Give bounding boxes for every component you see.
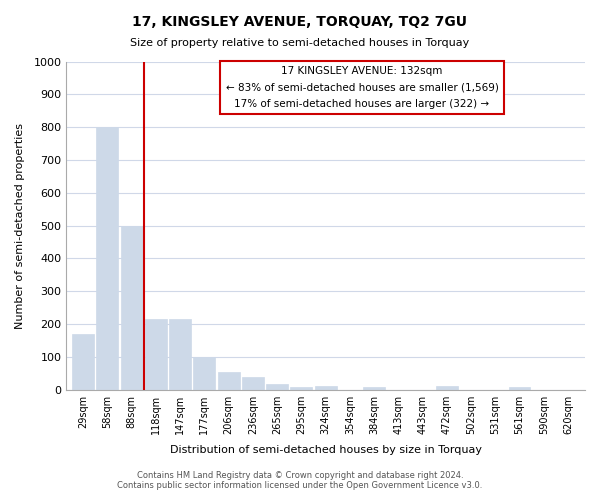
- Bar: [242, 376, 264, 390]
- Text: Size of property relative to semi-detached houses in Torquay: Size of property relative to semi-detach…: [130, 38, 470, 48]
- Text: 17, KINGSLEY AVENUE, TORQUAY, TQ2 7GU: 17, KINGSLEY AVENUE, TORQUAY, TQ2 7GU: [133, 15, 467, 29]
- Bar: [121, 226, 143, 390]
- Bar: [218, 372, 239, 390]
- Bar: [97, 127, 118, 390]
- Bar: [169, 319, 191, 390]
- Text: 17 KINGSLEY AVENUE: 132sqm
← 83% of semi-detached houses are smaller (1,569)
17%: 17 KINGSLEY AVENUE: 132sqm ← 83% of semi…: [226, 66, 499, 109]
- Bar: [290, 387, 312, 390]
- Text: Contains HM Land Registry data © Crown copyright and database right 2024.
Contai: Contains HM Land Registry data © Crown c…: [118, 470, 482, 490]
- Bar: [314, 386, 337, 390]
- Bar: [145, 319, 167, 390]
- Bar: [72, 334, 94, 390]
- X-axis label: Distribution of semi-detached houses by size in Torquay: Distribution of semi-detached houses by …: [170, 445, 482, 455]
- Bar: [363, 387, 385, 390]
- Bar: [436, 386, 458, 390]
- Bar: [509, 387, 530, 390]
- Bar: [266, 384, 288, 390]
- Y-axis label: Number of semi-detached properties: Number of semi-detached properties: [15, 122, 25, 328]
- Bar: [193, 357, 215, 390]
